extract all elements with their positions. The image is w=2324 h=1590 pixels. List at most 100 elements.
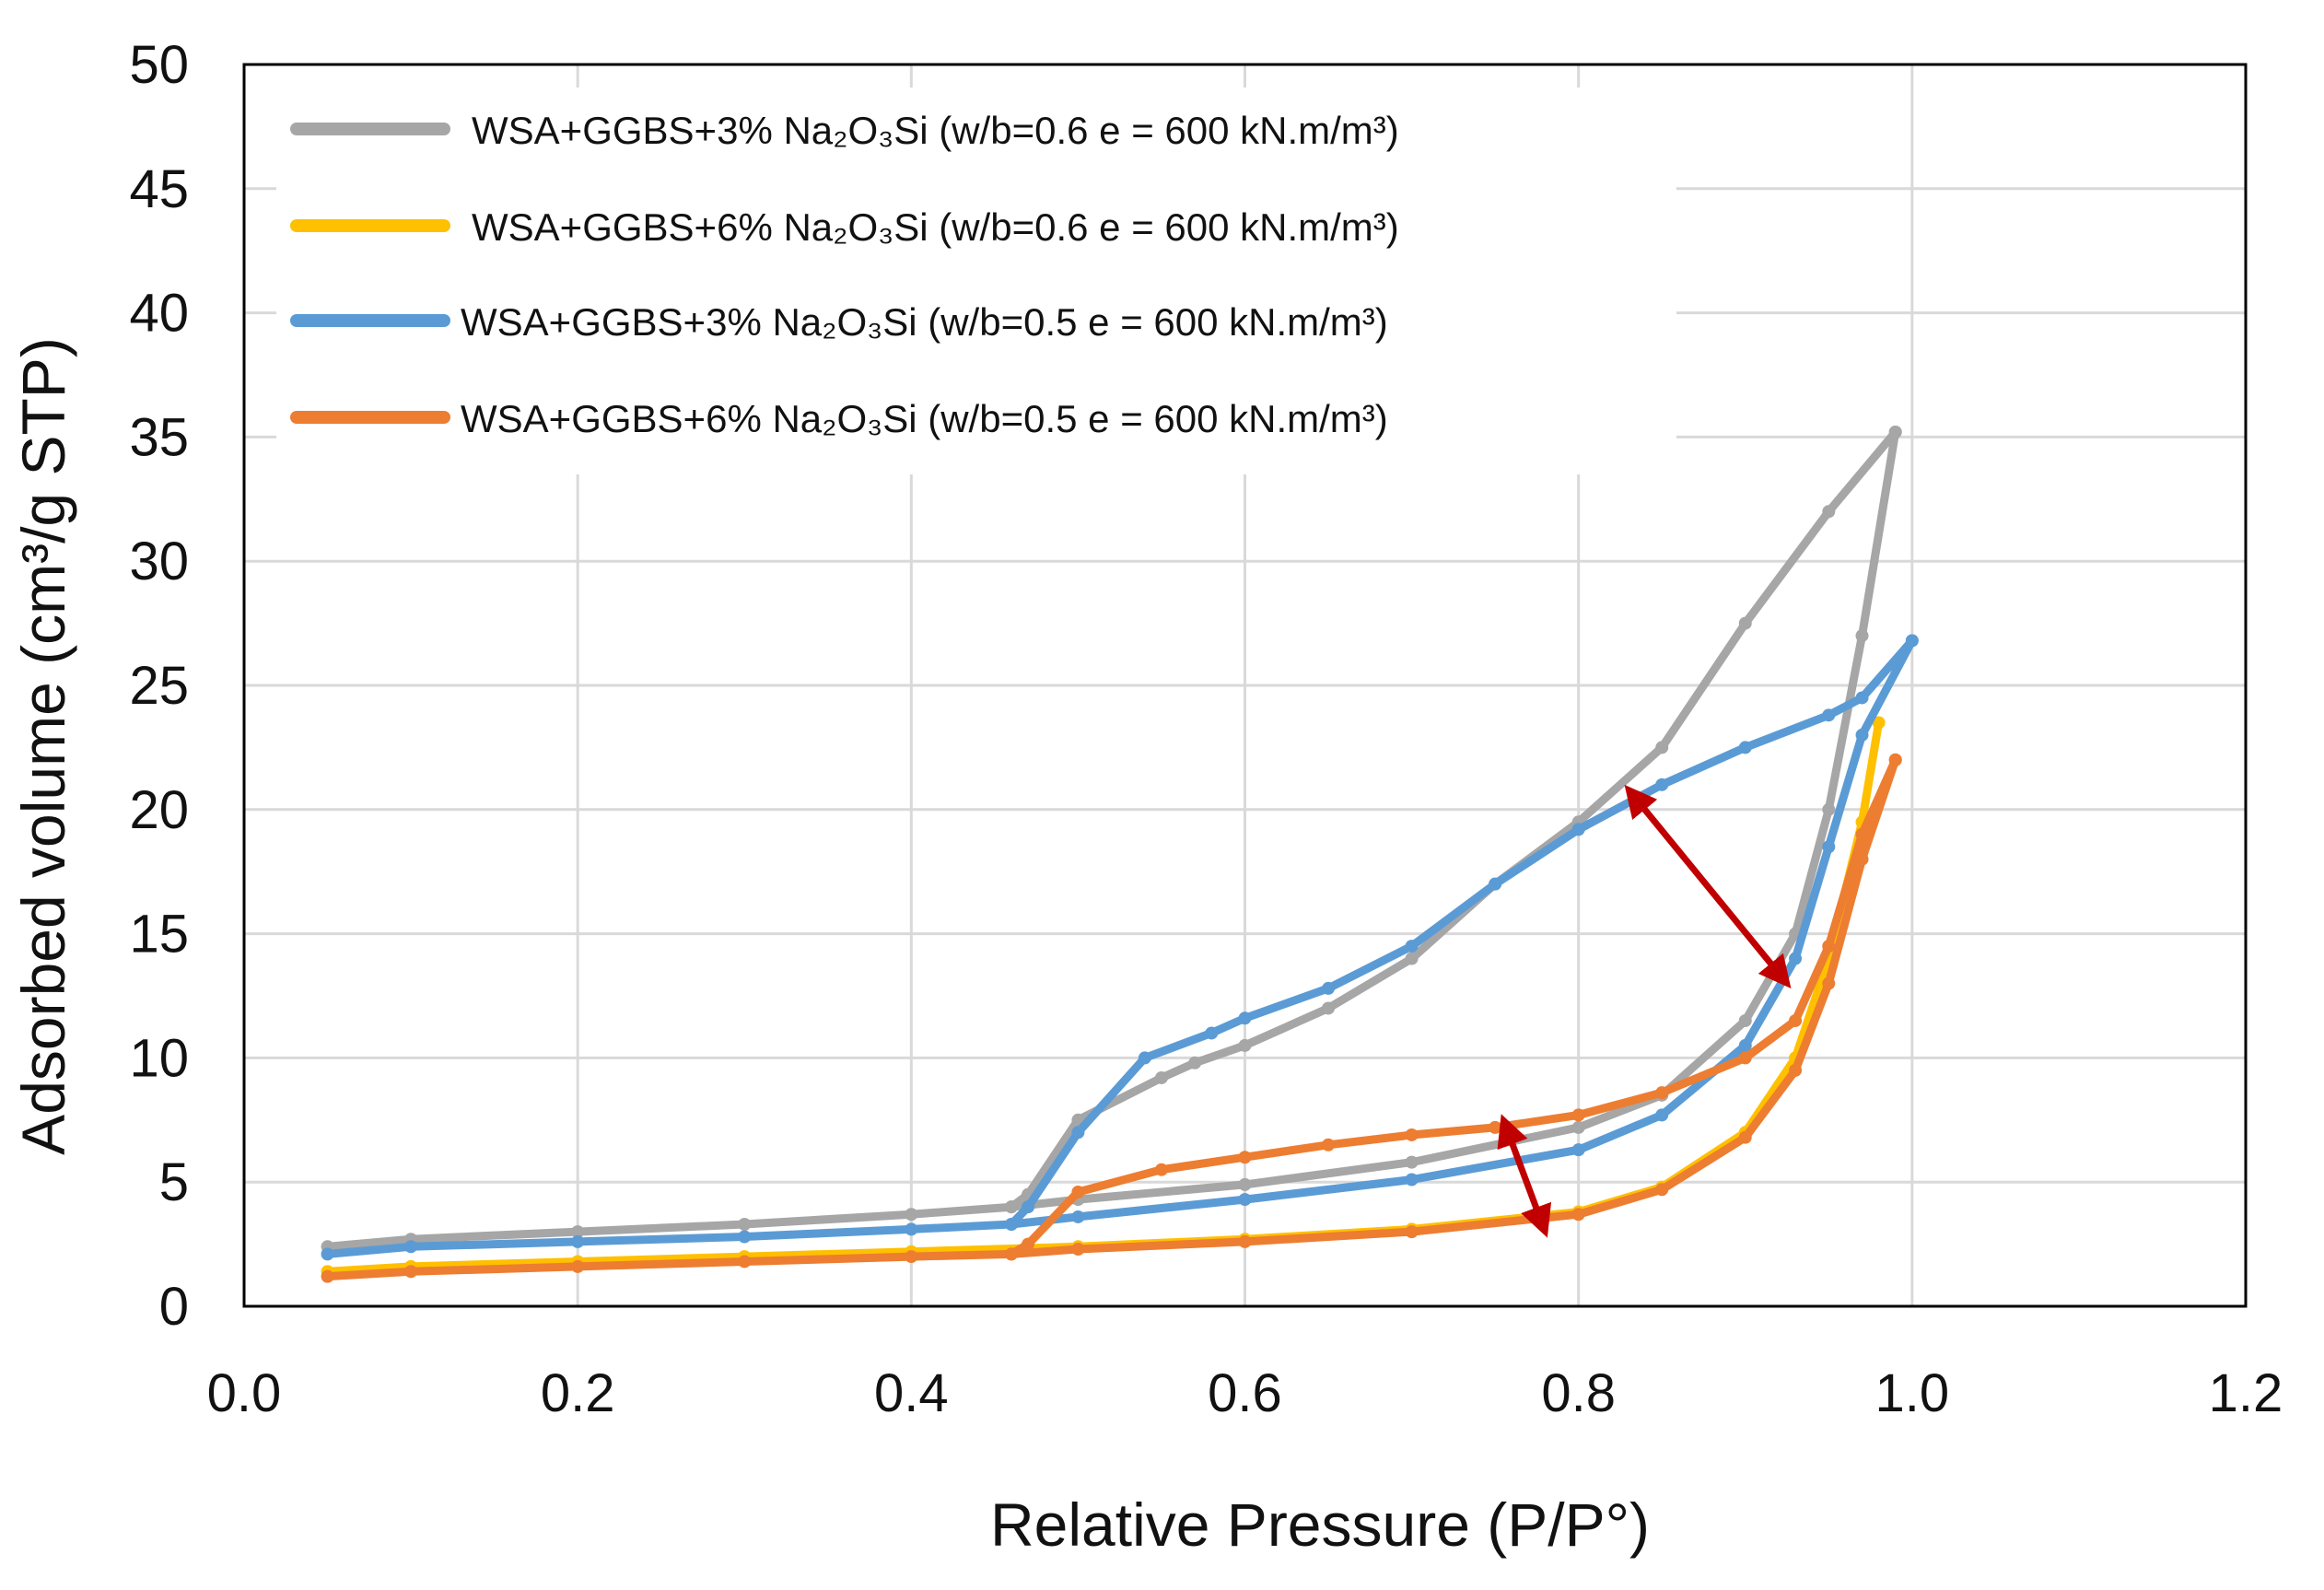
series-1-adsorption-point-9 — [1571, 1120, 1585, 1134]
series-3-adsorption-point-0 — [321, 1247, 334, 1261]
y-tick-label-4: 20 — [129, 780, 189, 840]
series-4-desorption-point-8 — [1405, 1128, 1419, 1141]
series-3-desorption-point-1 — [1855, 691, 1869, 705]
series-3-desorption-point-9 — [1238, 1011, 1252, 1025]
series-3 — [321, 634, 1919, 1261]
x-tick-label-0: 0.0 — [207, 1363, 282, 1423]
x-tick-label-5: 1.0 — [1875, 1363, 1950, 1423]
series-2-adsorption-point-14 — [1872, 716, 1886, 730]
series-4-adsorption-point-13 — [1822, 976, 1836, 990]
series-4-adsorption-point-3 — [738, 1255, 752, 1268]
y-tick-label-0: 0 — [159, 1277, 189, 1337]
series-1-adsorption-point-14 — [1855, 629, 1869, 643]
series-4-desorption-point-14 — [1004, 1247, 1018, 1261]
series-3-desorption-point-10 — [1205, 1026, 1219, 1040]
series-4-desorption-point-12 — [1071, 1185, 1085, 1198]
series-4-adsorption-point-10 — [1655, 1183, 1669, 1197]
series-1-adsorption-line — [323, 427, 1900, 1251]
series-3-desorption-point-11 — [1138, 1051, 1151, 1065]
x-tick-labels: 0.0 0.2 0.4 0.6 0.8 1.0 1.2 — [207, 1363, 2283, 1423]
series-4-desorption-point-0 — [1888, 753, 1902, 766]
y-tick-label-7: 35 — [129, 407, 189, 467]
series-4-desorption-point-2 — [1822, 940, 1836, 953]
y-tick-label-1: 5 — [159, 1152, 189, 1212]
series-4-adsorption-point-4 — [905, 1250, 918, 1264]
annotation-layer — [1497, 784, 1792, 1238]
series-4-adsorption-point-11 — [1738, 1130, 1752, 1144]
y-tick-label-3: 15 — [129, 905, 189, 965]
y-tick-label-2: 10 — [129, 1028, 189, 1088]
series-3-desorption-point-12 — [1071, 1126, 1085, 1140]
series-3-desorption-point-6 — [1489, 877, 1502, 891]
series-3-desorption-point-7 — [1405, 940, 1419, 953]
series-layer — [321, 426, 1919, 1283]
x-tick-label-1: 0.2 — [541, 1363, 615, 1423]
series-1-desorption-point-13 — [1004, 1200, 1018, 1214]
series-4-desorption-point-3 — [1789, 1013, 1803, 1027]
series-4-desorption-point-1 — [1855, 827, 1869, 841]
legend-label-series-1: WSA+GGBS+3% Na₂O₃Si (w/b=0.6 e = 600 kN.… — [472, 109, 1399, 152]
series-4-desorption-point-6 — [1571, 1108, 1585, 1122]
y-tick-label-6: 30 — [129, 532, 189, 591]
series-4 — [321, 753, 1902, 1283]
series-1-adsorption-point-4 — [905, 1208, 918, 1222]
series-3-adsorption-point-10 — [1655, 1108, 1669, 1122]
y-tick-label-5: 25 — [129, 656, 189, 716]
series-1-adsorption-point-13 — [1822, 802, 1836, 816]
series-1-desorption-point-7 — [1322, 1001, 1336, 1015]
series-3-adsorption-point-2 — [571, 1234, 585, 1248]
x-axis-title: Relative Pressure (P/P°) — [990, 1491, 1650, 1559]
series-1-adsorption-point-3 — [738, 1218, 752, 1232]
series-3-desorption-point-8 — [1322, 981, 1336, 995]
double-arrow-annotation-1 — [1624, 784, 1792, 988]
legend-label-series-4: WSA+GGBS+6% Na₂O₃Si (w/b=0.5 e = 600 kN.… — [461, 397, 1388, 440]
series-3-desorption-point-5 — [1571, 823, 1585, 836]
series-1-desorption-point-1 — [1822, 505, 1836, 519]
y-axis-title: Adsorbed volume (cm³/g STP) — [9, 337, 77, 1155]
series-1-desorption-point-9 — [1188, 1056, 1202, 1070]
series-1-desorption-point-2 — [1738, 616, 1752, 630]
series-4-desorption-point-13 — [1022, 1237, 1035, 1251]
y-tick-label-9: 45 — [129, 159, 189, 219]
series-1-desorption-point-0 — [1888, 426, 1902, 439]
series-1-adsorption-point-11 — [1738, 1013, 1752, 1027]
series-3-adsorption-point-12 — [1789, 952, 1803, 965]
series-3-adsorption-point-4 — [905, 1222, 918, 1236]
series-1-adsorption-point-8 — [1405, 1155, 1419, 1169]
series-4-desorption-point-10 — [1238, 1151, 1252, 1164]
legend: WSA+GGBS+3% Na₂O₃Si (w/b=0.6 e = 600 kN.… — [276, 88, 1676, 474]
legend-background — [276, 88, 1676, 474]
series-3-adsorption-point-14 — [1855, 728, 1869, 742]
x-tick-label-2: 0.4 — [874, 1363, 949, 1423]
series-4-adsorption-point-7 — [1238, 1234, 1252, 1248]
x-tick-label-4: 0.8 — [1541, 1363, 1616, 1423]
series-3-adsorption-point-11 — [1738, 1038, 1752, 1052]
series-4-adsorption-point-8 — [1405, 1225, 1419, 1239]
legend-label-series-2: WSA+GGBS+6% Na₂O₃Si (w/b=0.6 e = 600 kN.… — [472, 205, 1399, 249]
plot-frame — [242, 63, 2248, 1308]
series-3-adsorption-line — [323, 637, 1917, 1258]
y-tick-label-10: 50 — [129, 35, 189, 95]
series-3-adsorption-point-3 — [738, 1230, 752, 1244]
series-3-desorption-point-3 — [1738, 741, 1752, 754]
y-tick-labels: 0 5 10 15 20 25 30 35 40 45 50 — [129, 35, 189, 1337]
series-3-desorption-point-4 — [1655, 777, 1669, 791]
series-1-adsorption-point-7 — [1238, 1177, 1252, 1191]
series-4-adsorption-point-1 — [404, 1265, 418, 1279]
series-3-adsorption-point-13 — [1822, 840, 1836, 854]
legend-label-series-3: WSA+GGBS+3% Na₂O₃Si (w/b=0.5 e = 600 kN.… — [461, 300, 1388, 344]
series-3-desorption-point-2 — [1822, 708, 1836, 722]
x-tick-label-6: 1.2 — [2209, 1363, 2283, 1423]
series-3-adsorption-point-8 — [1405, 1173, 1419, 1187]
series-4-adsorption-point-12 — [1789, 1063, 1803, 1077]
series-4-adsorption-point-9 — [1571, 1208, 1585, 1222]
series-1-desorption-point-10 — [1154, 1070, 1168, 1084]
series-3-desorption-point-0 — [1905, 634, 1919, 648]
series-1-desorption-point-3 — [1655, 741, 1669, 754]
series-3-desorption-point-14 — [1004, 1218, 1018, 1232]
series-4-adsorption-line — [323, 755, 1900, 1281]
x-tick-label-3: 0.6 — [1208, 1363, 1282, 1423]
double-arrow-annotation-2 — [1497, 1114, 1552, 1238]
series-3-adsorption-point-9 — [1571, 1143, 1585, 1157]
